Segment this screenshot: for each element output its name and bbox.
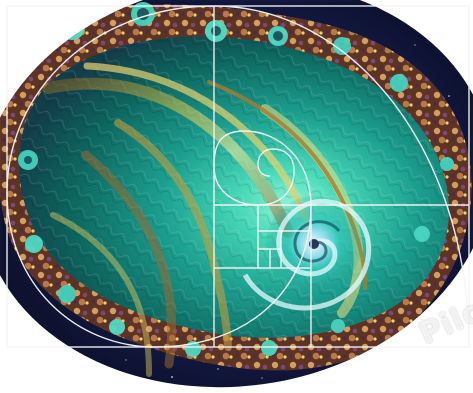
golden-ratio-grid: [6, 5, 470, 348]
